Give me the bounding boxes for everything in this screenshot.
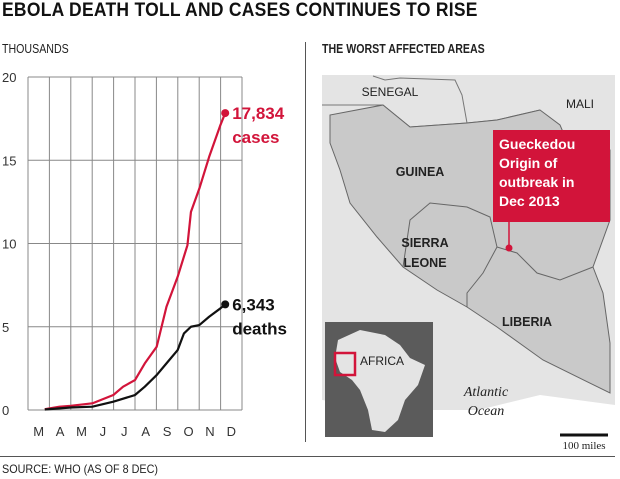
footer-rule	[0, 456, 615, 457]
y-tick-label: 10	[2, 237, 16, 252]
label-leone: LEONE	[403, 256, 446, 270]
x-tick-label: O	[183, 424, 193, 439]
end-point-deaths	[221, 300, 230, 309]
callout-line: Gueckedou	[499, 136, 575, 152]
callout-line: Origin of	[499, 155, 558, 171]
y-tick-label: 15	[2, 153, 16, 168]
label-senegal: SENEGAL	[362, 85, 419, 99]
source-note: SOURCE: WHO (AS OF 8 DEC)	[2, 462, 159, 476]
series-line-cases	[44, 112, 227, 411]
y-axis-unit: THOUSANDS	[2, 42, 69, 56]
scale-label: 100 miles	[562, 440, 605, 452]
sierra-leone-border	[402, 202, 498, 307]
map: SENEGAL MALI GUINEA SIERRA LEONE LIBERIA…	[322, 75, 615, 452]
x-tick-label: J	[100, 424, 107, 439]
x-tick-label: S	[163, 424, 172, 439]
series-label-cases: cases	[232, 128, 279, 147]
gueckedou-marker	[505, 244, 513, 252]
series-line-deaths	[44, 303, 226, 411]
x-tick-label: A	[141, 424, 150, 439]
end-point-cases	[221, 109, 230, 118]
x-tick-label: A	[56, 424, 65, 439]
callout-box	[493, 130, 610, 222]
y-tick-label: 5	[2, 320, 9, 335]
divider	[305, 42, 306, 442]
end-value-deaths: 6,343	[232, 295, 275, 314]
callout-line: outbreak in	[499, 174, 574, 190]
x-tick-label: M	[33, 424, 44, 439]
mali-border	[372, 75, 468, 124]
x-tick-label: D	[227, 424, 236, 439]
x-tick-label: M	[76, 424, 87, 439]
series-label-deaths: deaths	[232, 319, 287, 338]
label-liberia: LIBERIA	[502, 315, 552, 329]
end-value-cases: 17,834	[232, 104, 285, 123]
y-tick-label: 0	[2, 403, 9, 418]
label-guinea: GUINEA	[396, 165, 445, 179]
label-africa: AFRICA	[360, 354, 404, 368]
x-tick-label: J	[121, 424, 128, 439]
inset-highlight	[333, 351, 357, 377]
callout-line: Dec 2013	[499, 193, 560, 209]
map-heading: THE WORST AFFECTED AREAS	[322, 42, 485, 56]
label-mali: MALI	[566, 97, 594, 111]
label-sierra: SIERRA	[401, 236, 448, 250]
africa-shape	[335, 330, 425, 432]
y-tick-label: 20	[2, 70, 16, 85]
label-atlantic: Atlantic	[463, 385, 509, 400]
title: EBOLA DEATH TOLL AND CASES CONTINUES TO …	[2, 0, 478, 21]
x-tick-label: N	[205, 424, 214, 439]
label-ocean: Ocean	[468, 404, 505, 419]
